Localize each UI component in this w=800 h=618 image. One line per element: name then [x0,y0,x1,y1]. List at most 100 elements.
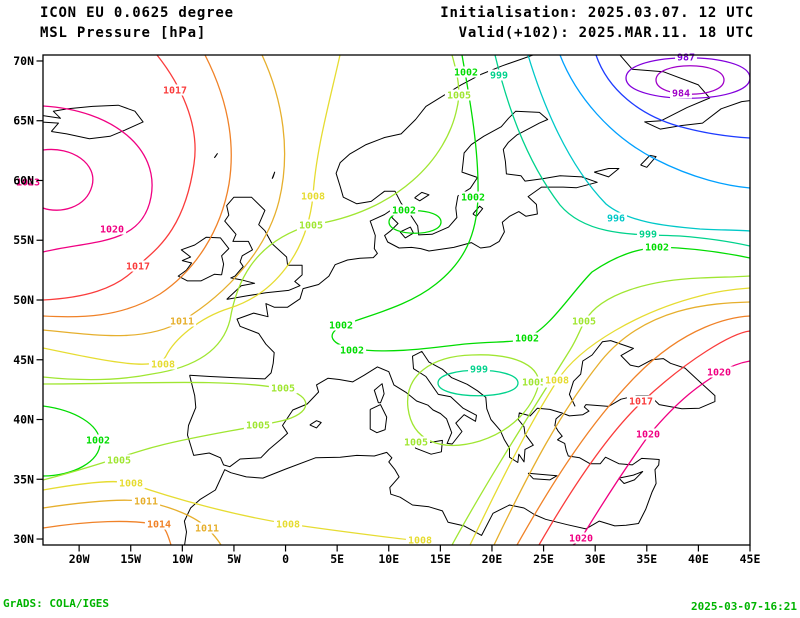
isobar-label: 1002 [340,346,364,357]
lon-tick-label: 15W [120,552,141,566]
isobar-990 [595,55,750,139]
isobar-label: 1011 [134,497,158,508]
isobar-label-bg [633,428,663,440]
map-frame [42,54,751,546]
isobar-label: 1005 [271,384,295,395]
isobar-label: 1008 [119,479,143,490]
isobar-label-bg [605,212,627,224]
isobar-label-bg [670,87,692,99]
isobar-label: 1002 [515,334,539,345]
lon-tick-label: 45E [740,552,761,566]
isobar-label: 1017 [126,262,150,273]
isobar-1008 [469,287,750,545]
isobar-label-bg [675,51,697,63]
isobar-label: 1020 [636,430,660,441]
lat-tick-label: 45N [13,353,34,367]
isobar-1008 [43,480,434,545]
coastlines [43,55,750,545]
isobar-label-bg [337,344,367,356]
isobar-label-bg [273,518,303,530]
coastline-path [224,196,303,300]
coastline-path [414,191,430,202]
isobar-1023 [43,148,94,211]
isobar-label: 1002 [461,193,485,204]
isobar-label-bg [192,522,222,534]
field-title: MSL Pressure [hPa] [40,25,207,41]
isobar-1014 [516,315,750,545]
isobar-label-bg [704,366,734,378]
lon-tick-label: 15E [430,552,451,566]
model-title: ICON EU 0.0625 degree [40,5,234,21]
isobar-label-bg [116,477,146,489]
lon-tick-label: 25E [533,552,554,566]
isobar-label-bg [626,395,656,407]
isobar-label-bg [167,315,197,327]
isobar-label-bg [144,518,174,530]
isobar-label: 1002 [86,436,110,447]
isobar-label: 987 [677,53,695,64]
coastline-path [271,171,276,179]
lat-tick-label: 65N [13,114,34,128]
isobar-label-bg [642,241,672,253]
lon-tick-label: 10W [172,552,193,566]
isobar-1011 [43,499,222,545]
lat-tick-label: 55N [13,233,34,247]
coastline-path [640,154,657,168]
isobar-1005 [451,275,750,545]
isobar-label-bg [569,315,599,327]
isobar-label-bg [148,358,178,370]
isobar-label: 1002 [454,68,478,79]
creation-timestamp: 2025-03-07-16:21 [691,600,797,613]
coastline-path [43,104,144,140]
lat-tick-label: 30N [13,532,34,546]
isobar-label: 996 [607,214,625,225]
lat-tick-label: 60N [13,173,34,187]
isobar-label: 1002 [392,206,416,217]
lon-tick-label: 5W [227,552,241,566]
coastline-path [187,340,716,468]
isobar-label: 1011 [195,524,219,535]
isobar-999 [437,369,519,397]
isobar-label-bg [123,260,153,272]
coastline-path [213,153,218,159]
isobar-label: 1014 [147,520,171,531]
isobar-label: 1005 [447,91,471,102]
lon-tick-label: 40E [688,552,709,566]
isobar-1020 [572,360,750,545]
lat-tick-label: 50N [13,293,34,307]
isobar-label: 1008 [276,520,300,531]
isobar-label-bg [160,84,190,96]
isobar-label: 1002 [329,321,353,332]
coastline-path [177,236,230,282]
isobar-label-bg [458,191,488,203]
lat-tick-label: 40N [13,413,34,427]
isobar-label: 1017 [629,397,653,408]
coastline-path [594,168,620,178]
isobar-label: 1008 [301,192,325,203]
isobar-label: 1020 [569,534,593,545]
isobar-label-bg [83,434,113,446]
isobar-1017 [43,55,196,301]
coastline-path [373,383,385,404]
isobar-label: 1005 [572,317,596,328]
isobar-label: 1008 [151,360,175,371]
isobar-label-bg [401,436,431,448]
isobar-label-bg [519,376,549,388]
coastline-path [527,472,558,481]
isobar-label-bg [512,332,542,344]
coastline-path [183,413,660,545]
coastline-path [369,404,388,434]
lat-tick-label: 70N [13,54,34,68]
isobar-label-bg [451,66,481,78]
isobar-label: 1005 [107,456,131,467]
isobar-label: 999 [470,365,488,376]
lon-tick-label: 10E [378,552,399,566]
isobar-label-bg [326,319,356,331]
isobar-label: 1011 [170,317,194,328]
isobar-993 [559,55,750,189]
isobar-label: 1005 [522,378,546,389]
isobar-1002 [331,55,750,352]
lon-tick-label: 35E [636,552,657,566]
